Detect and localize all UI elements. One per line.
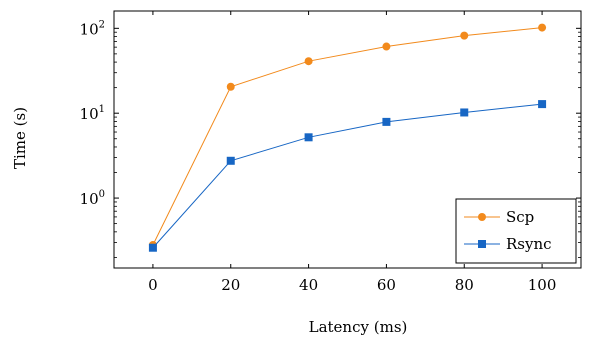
x-tick-label: 20 [221,276,240,294]
rsync-point [226,156,235,165]
x-tick-label: 60 [377,276,396,294]
rsync-point [460,108,469,117]
rsync-point [538,100,547,109]
axes: 0 20 40 60 80 100 100 101 102 [80,10,582,294]
y-axis-label: Time (s) [11,107,29,169]
legend: Scp Rsync [455,198,577,264]
scp-point [304,57,313,66]
x-tick-label: 40 [299,276,318,294]
scp-point [538,23,547,32]
x-tick-label: 80 [455,276,474,294]
rsync-point [304,133,313,142]
y-tick-label: 100 [80,189,105,208]
series-group [148,23,547,252]
rsync-point [148,243,157,252]
x-tick-label: 0 [148,276,158,294]
y-tick-label: 102 [80,19,105,38]
rsync-series-line [152,103,543,249]
rsync-legend-label: Rsync [506,235,552,253]
scp-point [382,42,391,51]
rsync-point [382,117,391,126]
plot-frame [113,10,582,269]
scp-series-line [152,27,543,246]
x-axis-label: Latency (ms) [309,318,408,336]
scp-legend-marker [478,213,486,221]
scp-point [460,31,469,40]
rsync-legend-marker [478,240,486,248]
legend-box [455,198,577,264]
x-tick-label: 100 [528,276,557,294]
scp-point [226,82,235,91]
scp-legend-label: Scp [506,208,534,226]
y-tick-label: 101 [80,104,105,123]
